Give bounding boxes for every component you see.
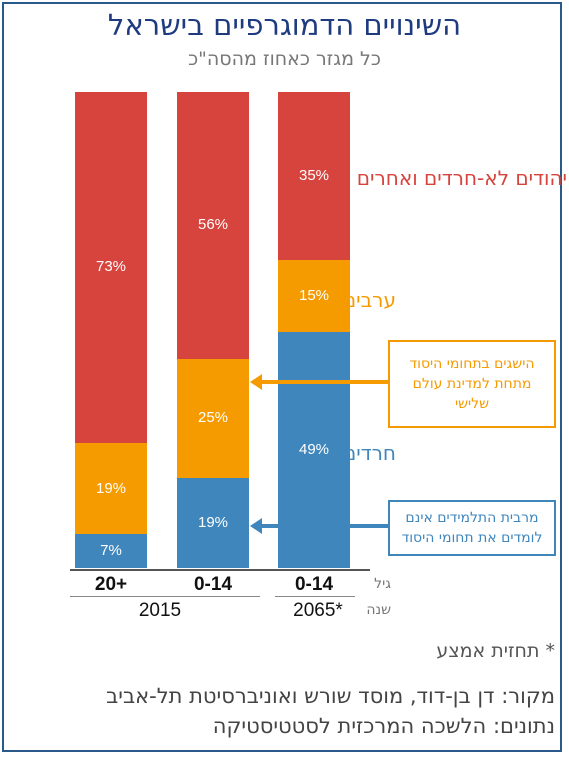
data-label-3-1: 49% [298, 441, 330, 459]
year-divider-2065 [275, 596, 355, 597]
series-label-haredi: חרדים [342, 441, 396, 465]
x-label-2: 0-14 [193, 574, 233, 595]
x-label-3: 0-14 [294, 574, 334, 595]
annotation-arrows [250, 374, 388, 534]
year-label-2065: 2065* [293, 600, 343, 621]
arrow-head-blue [250, 518, 262, 534]
data-label-1-3: 73% [95, 258, 127, 276]
data-label-3-2: 15% [298, 287, 330, 305]
chart-title: השינויים הדמוגרפיים בישראל [107, 8, 462, 42]
source-line: מקור: דן בן-דוד, מוסד שורש ואוניברסיטת ת… [106, 684, 555, 708]
bar-segment-3-1 [278, 332, 350, 568]
year-row-label: שנה [366, 602, 391, 618]
data-label-1-2: 19% [95, 479, 127, 497]
data-label-2-3: 56% [197, 216, 229, 234]
data-label-1-1: 7% [100, 542, 122, 560]
annotation-box-students: מרבית התלמידים אינם לומדים את תחומי היסו… [388, 500, 556, 556]
data-label-2-1: 19% [197, 513, 229, 531]
arrow-head-orange [250, 374, 262, 390]
year-label-2015: 2015 [138, 600, 182, 621]
bar-segment-3-2 [278, 260, 350, 333]
x-axis-line [70, 569, 370, 571]
x-label-1: 20+ [94, 574, 128, 595]
age-row-label: גיל [374, 576, 391, 592]
bar-segment-2-3 [177, 92, 249, 359]
footnote: * תחזית אמצע [436, 640, 555, 662]
bar-segment-2-1 [177, 477, 249, 568]
series-label-arabs: ערבים [342, 288, 396, 312]
bar-segment-3-3 [278, 92, 350, 261]
annotation-box-achievements: הישגים בתחומי היסוד מתחת למדינת עולם שלי… [388, 340, 556, 428]
data-label-2-2: 25% [197, 409, 229, 427]
chart-frame [2, 2, 562, 752]
bar-segment-1-3 [75, 92, 147, 443]
data-source-line: נתונים: הלשכה המרכזית לסטטיסטיקה [212, 714, 555, 738]
data-label-3-3: 35% [298, 167, 330, 185]
chart-subtitle: כל מגזר כאחוז מהסה"כ [188, 48, 381, 70]
bar-segment-2-2 [177, 358, 249, 478]
bar-segment-1-2 [75, 442, 147, 535]
series-label-secular: יהודים לא-חרדים ואחרים [356, 166, 567, 190]
year-divider-2015 [70, 596, 260, 597]
bar-segment-1-1 [75, 534, 147, 568]
